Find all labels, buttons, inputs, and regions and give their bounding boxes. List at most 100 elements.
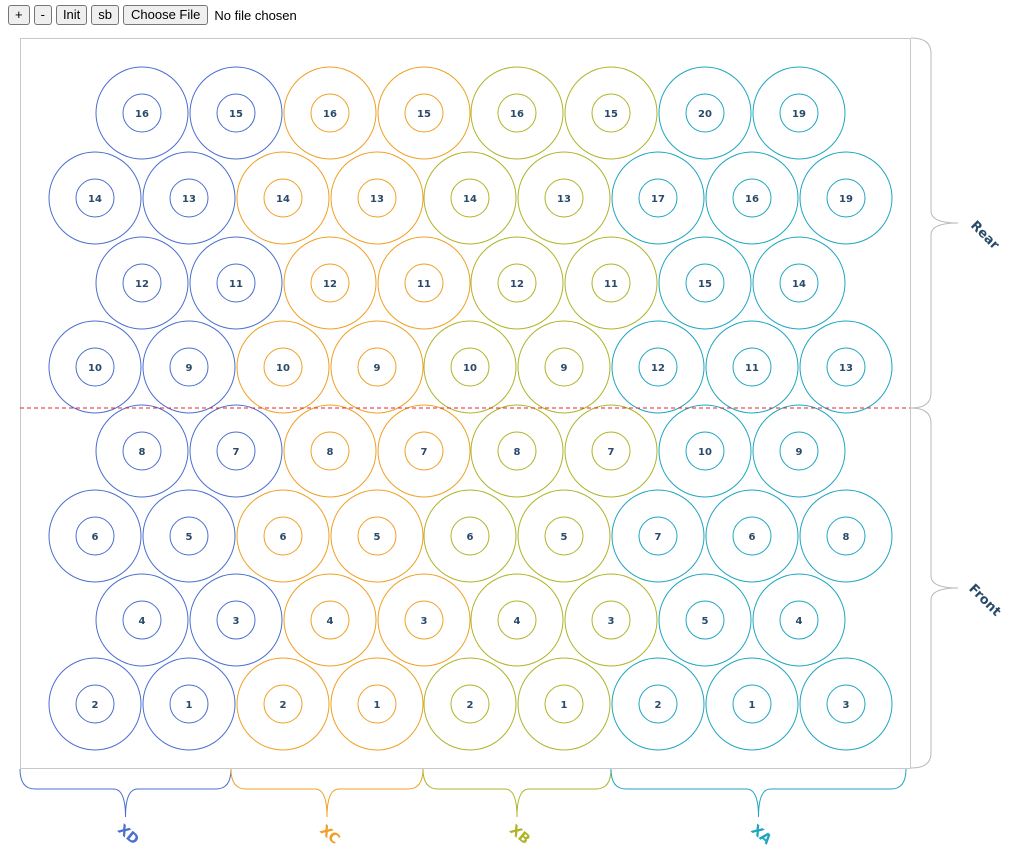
cell-xa-12: 12 — [611, 320, 705, 414]
cell-inner-ring — [357, 178, 397, 218]
cell-number: 11 — [745, 363, 759, 374]
cell-number: 14 — [792, 279, 806, 290]
cell-inner-ring — [263, 684, 303, 724]
cell-number: 12 — [135, 279, 149, 290]
cell-number: 15 — [698, 279, 712, 290]
cell-outer-ring — [330, 151, 424, 245]
cell-number: 1 — [186, 700, 193, 711]
cell-inner-ring — [357, 684, 397, 724]
cell-number: 5 — [702, 616, 709, 627]
choose-file-button[interactable]: Choose File — [123, 5, 209, 25]
cell-outer-ring — [283, 66, 377, 160]
init-button[interactable]: Init — [55, 5, 88, 25]
cell-xd-13: 13 — [142, 151, 236, 245]
cell-xd-10: 10 — [48, 320, 142, 414]
cell-outer-ring — [377, 573, 471, 667]
cell-inner-ring — [685, 263, 725, 303]
cell-inner-ring — [638, 516, 678, 556]
cell-outer-ring — [752, 404, 846, 498]
cell-number: 10 — [463, 363, 477, 374]
cell-number: 13 — [370, 194, 384, 205]
zoom-in-button[interactable]: + — [8, 5, 30, 25]
cell-number: 16 — [745, 194, 759, 205]
region-brace-front — [910, 407, 959, 769]
cell-inner-ring — [263, 347, 303, 387]
cell-inner-ring — [544, 516, 584, 556]
cell-xa-8: 8 — [799, 489, 893, 583]
cell-outer-ring — [142, 489, 236, 583]
cell-outer-ring — [189, 573, 283, 667]
cell-inner-ring — [591, 431, 631, 471]
cell-outer-ring — [95, 66, 189, 160]
cell-inner-ring — [169, 684, 209, 724]
cell-xd-4: 4 — [95, 573, 189, 667]
cell-number: 15 — [229, 109, 243, 120]
cell-xb-1: 1 — [517, 657, 611, 751]
cell-outer-ring — [705, 657, 799, 751]
cell-number: 13 — [557, 194, 571, 205]
cell-xa-1: 1 — [705, 657, 799, 751]
cell-inner-ring — [122, 600, 162, 640]
cell-number: 7 — [233, 447, 240, 458]
cell-outer-ring — [611, 657, 705, 751]
cell-inner-ring — [122, 93, 162, 133]
cell-inner-ring — [826, 684, 866, 724]
cell-outer-ring — [377, 236, 471, 330]
group-label-xd: XD — [114, 822, 141, 849]
cell-xa-7: 7 — [611, 489, 705, 583]
cell-number: 7 — [608, 447, 615, 458]
cell-number: 6 — [280, 532, 287, 543]
cell-number: 14 — [463, 194, 477, 205]
cell-number: 1 — [561, 700, 568, 711]
cell-xa-10: 10 — [658, 404, 752, 498]
group-brace-xc — [230, 768, 424, 818]
cell-number: 3 — [421, 616, 428, 627]
cell-outer-ring — [330, 489, 424, 583]
cell-xd-12: 12 — [95, 236, 189, 330]
cell-outer-ring — [189, 236, 283, 330]
cell-inner-ring — [404, 600, 444, 640]
cell-xc-15: 15 — [377, 66, 471, 160]
cell-inner-ring — [450, 516, 490, 556]
cell-xd-16: 16 — [95, 66, 189, 160]
cell-outer-ring — [470, 573, 564, 667]
cell-inner-ring — [544, 684, 584, 724]
cell-xa-13: 13 — [799, 320, 893, 414]
cell-inner-ring — [404, 93, 444, 133]
cell-inner-ring — [357, 516, 397, 556]
region-label-rear: Rear — [967, 218, 1002, 253]
cell-number: 4 — [327, 616, 334, 627]
cell-xc-9: 9 — [330, 320, 424, 414]
cell-inner-ring — [122, 431, 162, 471]
cell-inner-ring — [638, 178, 678, 218]
cell-number: 15 — [417, 109, 431, 120]
cell-inner-ring — [779, 93, 819, 133]
cell-outer-ring — [470, 66, 564, 160]
cell-outer-ring — [377, 404, 471, 498]
cell-xc-14: 14 — [236, 151, 330, 245]
cell-outer-ring — [658, 404, 752, 498]
cell-number: 9 — [186, 363, 193, 374]
cell-number: 5 — [186, 532, 193, 543]
file-status: No file chosen — [214, 7, 297, 23]
cell-number: 3 — [608, 616, 615, 627]
cell-inner-ring — [732, 516, 772, 556]
group-brace-xa — [610, 768, 907, 818]
cell-inner-ring — [638, 684, 678, 724]
cell-inner-ring — [826, 347, 866, 387]
sb-button[interactable]: sb — [91, 5, 120, 25]
toolbar: + - Init sb Choose File No file chosen — [8, 5, 297, 25]
zoom-out-button[interactable]: - — [33, 5, 52, 25]
cell-number: 11 — [417, 279, 431, 290]
cell-inner-ring — [497, 600, 537, 640]
cell-outer-ring — [705, 489, 799, 583]
cell-outer-ring — [48, 320, 142, 414]
cell-xd-2: 2 — [48, 657, 142, 751]
region-label-front: Front — [965, 581, 1003, 619]
cell-inner-ring — [169, 347, 209, 387]
cell-number: 9 — [796, 447, 803, 458]
cell-outer-ring — [564, 236, 658, 330]
cell-xc-13: 13 — [330, 151, 424, 245]
cell-xc-1: 1 — [330, 657, 424, 751]
cell-number: 11 — [604, 279, 618, 290]
